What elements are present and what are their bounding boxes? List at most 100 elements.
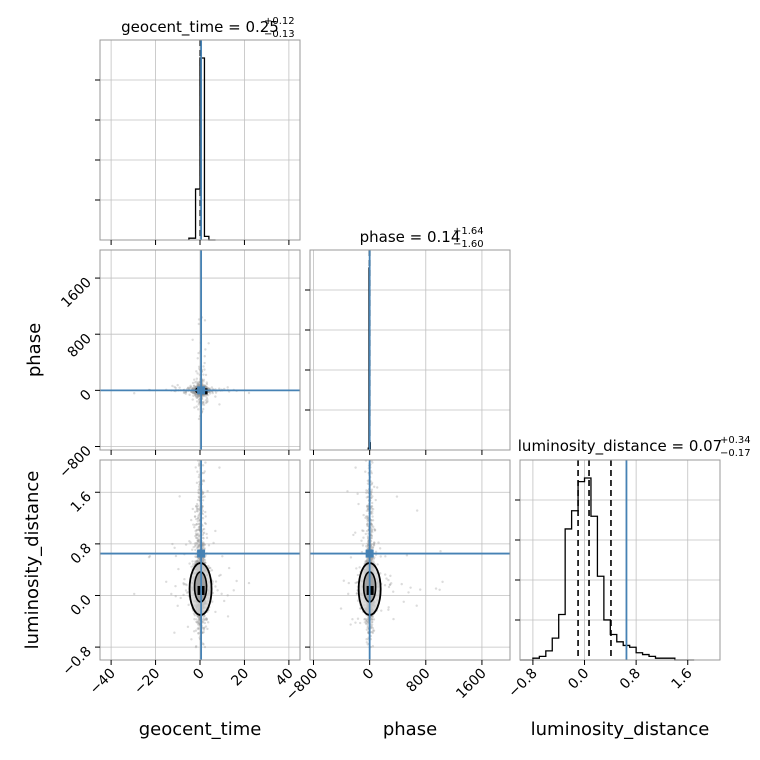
sample-point [359, 607, 362, 610]
sample-point [173, 385, 176, 389]
sample-point [365, 621, 368, 625]
sample-point [197, 560, 200, 563]
sample-point [196, 533, 199, 536]
sample-point [197, 322, 201, 326]
title-phase-eq: = [405, 228, 427, 246]
x-tick-label-luminosity-distance: 1.6 [669, 665, 696, 692]
sample-point [196, 615, 200, 618]
sample-point [441, 580, 444, 584]
sample-point [194, 529, 197, 533]
sample-point [196, 545, 200, 548]
sample-point [365, 619, 368, 623]
sample-point [196, 543, 199, 546]
sample-point [370, 536, 373, 540]
histogram-bin [604, 620, 610, 660]
sample-point [179, 596, 182, 600]
sample-point [365, 529, 369, 533]
sample-point [192, 523, 195, 526]
sample-point [202, 365, 205, 368]
sample-point [195, 502, 199, 506]
sample-point [370, 631, 374, 634]
sample-point [183, 578, 186, 581]
sample-point [195, 541, 198, 545]
sample-point [204, 461, 207, 464]
sample-point [193, 515, 197, 518]
sample-point [206, 621, 210, 624]
sample-point [205, 396, 208, 399]
sample-point [198, 557, 201, 560]
sample-point [202, 545, 205, 548]
sample-point [364, 617, 367, 621]
sample-point [371, 495, 374, 498]
sample-point [355, 592, 359, 595]
sample-point [371, 627, 375, 630]
sample-point [195, 533, 198, 537]
sample-point [366, 522, 369, 525]
sample-point [173, 631, 176, 634]
sample-point [184, 392, 187, 395]
sample-point [419, 588, 422, 591]
sample-point [202, 401, 205, 405]
sample-point [366, 622, 370, 625]
sample-point [370, 529, 374, 532]
sample-point [197, 621, 201, 625]
title-geocent-time-minus: −0.13 [264, 29, 295, 40]
sample-point [198, 480, 201, 484]
sample-point [203, 626, 206, 629]
histogram-bin [636, 653, 642, 660]
sample-point [188, 540, 191, 543]
sample-point [196, 507, 200, 511]
sample-point [196, 456, 198, 458]
sample-point [214, 585, 217, 588]
sample-point [196, 539, 200, 542]
sample-point [194, 505, 198, 508]
sample-point [202, 373, 205, 376]
sample-point [370, 527, 373, 531]
sample-point [226, 386, 229, 389]
sample-point [194, 543, 197, 547]
sample-point [197, 544, 201, 547]
sample-point [196, 520, 200, 523]
sample-point [409, 586, 412, 589]
sample-point [415, 604, 418, 607]
sample-point [198, 615, 201, 619]
sample-point [204, 394, 207, 398]
sample-point [356, 599, 360, 602]
sample-point [365, 489, 368, 492]
sample-point [201, 620, 204, 624]
sample-point [194, 545, 197, 548]
sample-point [349, 556, 353, 559]
sample-point [370, 558, 374, 561]
sample-point [218, 574, 221, 577]
sample-point [205, 400, 209, 404]
sample-point [367, 456, 369, 458]
sample-point [190, 386, 193, 389]
sample-point [198, 525, 201, 528]
sample-point [370, 481, 374, 485]
sample-point [201, 505, 204, 508]
sample-point [195, 542, 199, 545]
sample-point [192, 630, 196, 633]
sample-point [365, 560, 368, 563]
sample-point [203, 361, 206, 365]
sample-point [182, 582, 185, 585]
sample-point [366, 482, 370, 485]
sample-point [197, 381, 200, 384]
sample-point [370, 490, 373, 493]
sample-point [188, 562, 191, 565]
sample-point [214, 610, 217, 614]
sample-point [193, 384, 196, 388]
sample-point [201, 509, 205, 513]
x-tick-label-phase: 1600 [453, 666, 490, 703]
sample-point [197, 408, 200, 411]
sample-point [373, 541, 376, 545]
sample-point [197, 394, 201, 397]
sample-point [184, 391, 187, 394]
sample-point [195, 509, 199, 513]
sample-point [204, 386, 208, 389]
sample-point [370, 558, 374, 562]
sample-point [203, 645, 207, 649]
x-tick-label-geocent-time: 0 [190, 666, 208, 684]
sample-point [202, 619, 206, 622]
grid-phase-luminosity-distance [310, 460, 510, 660]
